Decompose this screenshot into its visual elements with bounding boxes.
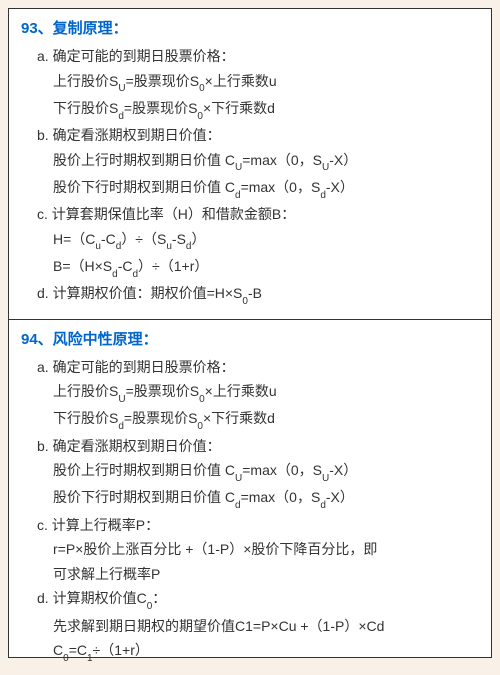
s94-a-formula-1: 上行股价SU=股票现价S0×上行乘数u — [21, 379, 479, 406]
s93-c-label: c. 计算套期保值比率（H）和借款金额B： — [21, 202, 479, 227]
s94-b-formula-1: 股价上行时期权到期日价值 CU=max（0，SU-X） — [21, 458, 479, 485]
s93-c-formula-1: H=（Cu-Cd）÷（Su-Sd） — [21, 227, 479, 254]
s94-c-label: c. 计算上行概率P： — [21, 513, 479, 538]
s94-d-label: d. 计算期权价值C0： — [21, 586, 479, 613]
s94-b-formula-2: 股价下行时期权到期日价值 Cd=max（0，Sd-X） — [21, 485, 479, 512]
s94-c-formula-2: 可求解上行概率P — [21, 562, 479, 587]
section-93: 93、复制原理： a. 确定可能的到期日股票价格： 上行股价SU=股票现价S0×… — [9, 9, 491, 320]
section-93-title: 93、复制原理： — [21, 17, 479, 38]
s94-c-formula-1: r=P×股价上涨百分比 +（1-P）×股价下降百分比，即 — [21, 537, 479, 562]
s93-d-label: d. 计算期权价值：期权价值=H×S0-B — [21, 281, 479, 308]
s94-a-formula-2: 下行股价Sd=股票现价S0×下行乘数d — [21, 406, 479, 433]
s93-a-formula-1: 上行股价SU=股票现价S0×上行乘数u — [21, 69, 479, 96]
s93-c-formula-2: B=（H×Sd-Cd）÷（1+r） — [21, 254, 479, 281]
s93-a-label: a. 确定可能的到期日股票价格： — [21, 44, 479, 69]
s94-b-label: b. 确定看涨期权到期日价值： — [21, 434, 479, 459]
s93-b-formula-1: 股价上行时期权到期日价值 CU=max（0，SU-X） — [21, 148, 479, 175]
s94-a-label: a. 确定可能的到期日股票价格： — [21, 355, 479, 380]
document-container: 93、复制原理： a. 确定可能的到期日股票价格： 上行股价SU=股票现价S0×… — [8, 8, 492, 658]
s94-d-formula-1: 先求解到期日期权的期望价值C1=P×Cu +（1-P）×Cd — [21, 614, 479, 639]
s93-a-formula-2: 下行股价Sd=股票现价S0×下行乘数d — [21, 96, 479, 123]
s93-b-formula-2: 股价下行时期权到期日价值 Cd=max（0，Sd-X） — [21, 175, 479, 202]
section-94: 94、风险中性原理： a. 确定可能的到期日股票价格： 上行股价SU=股票现价S… — [9, 320, 491, 675]
s94-d-formula-2: C0=C1÷（1+r） — [21, 638, 479, 665]
s93-b-label: b. 确定看涨期权到期日价值： — [21, 123, 479, 148]
section-94-title: 94、风险中性原理： — [21, 328, 479, 349]
